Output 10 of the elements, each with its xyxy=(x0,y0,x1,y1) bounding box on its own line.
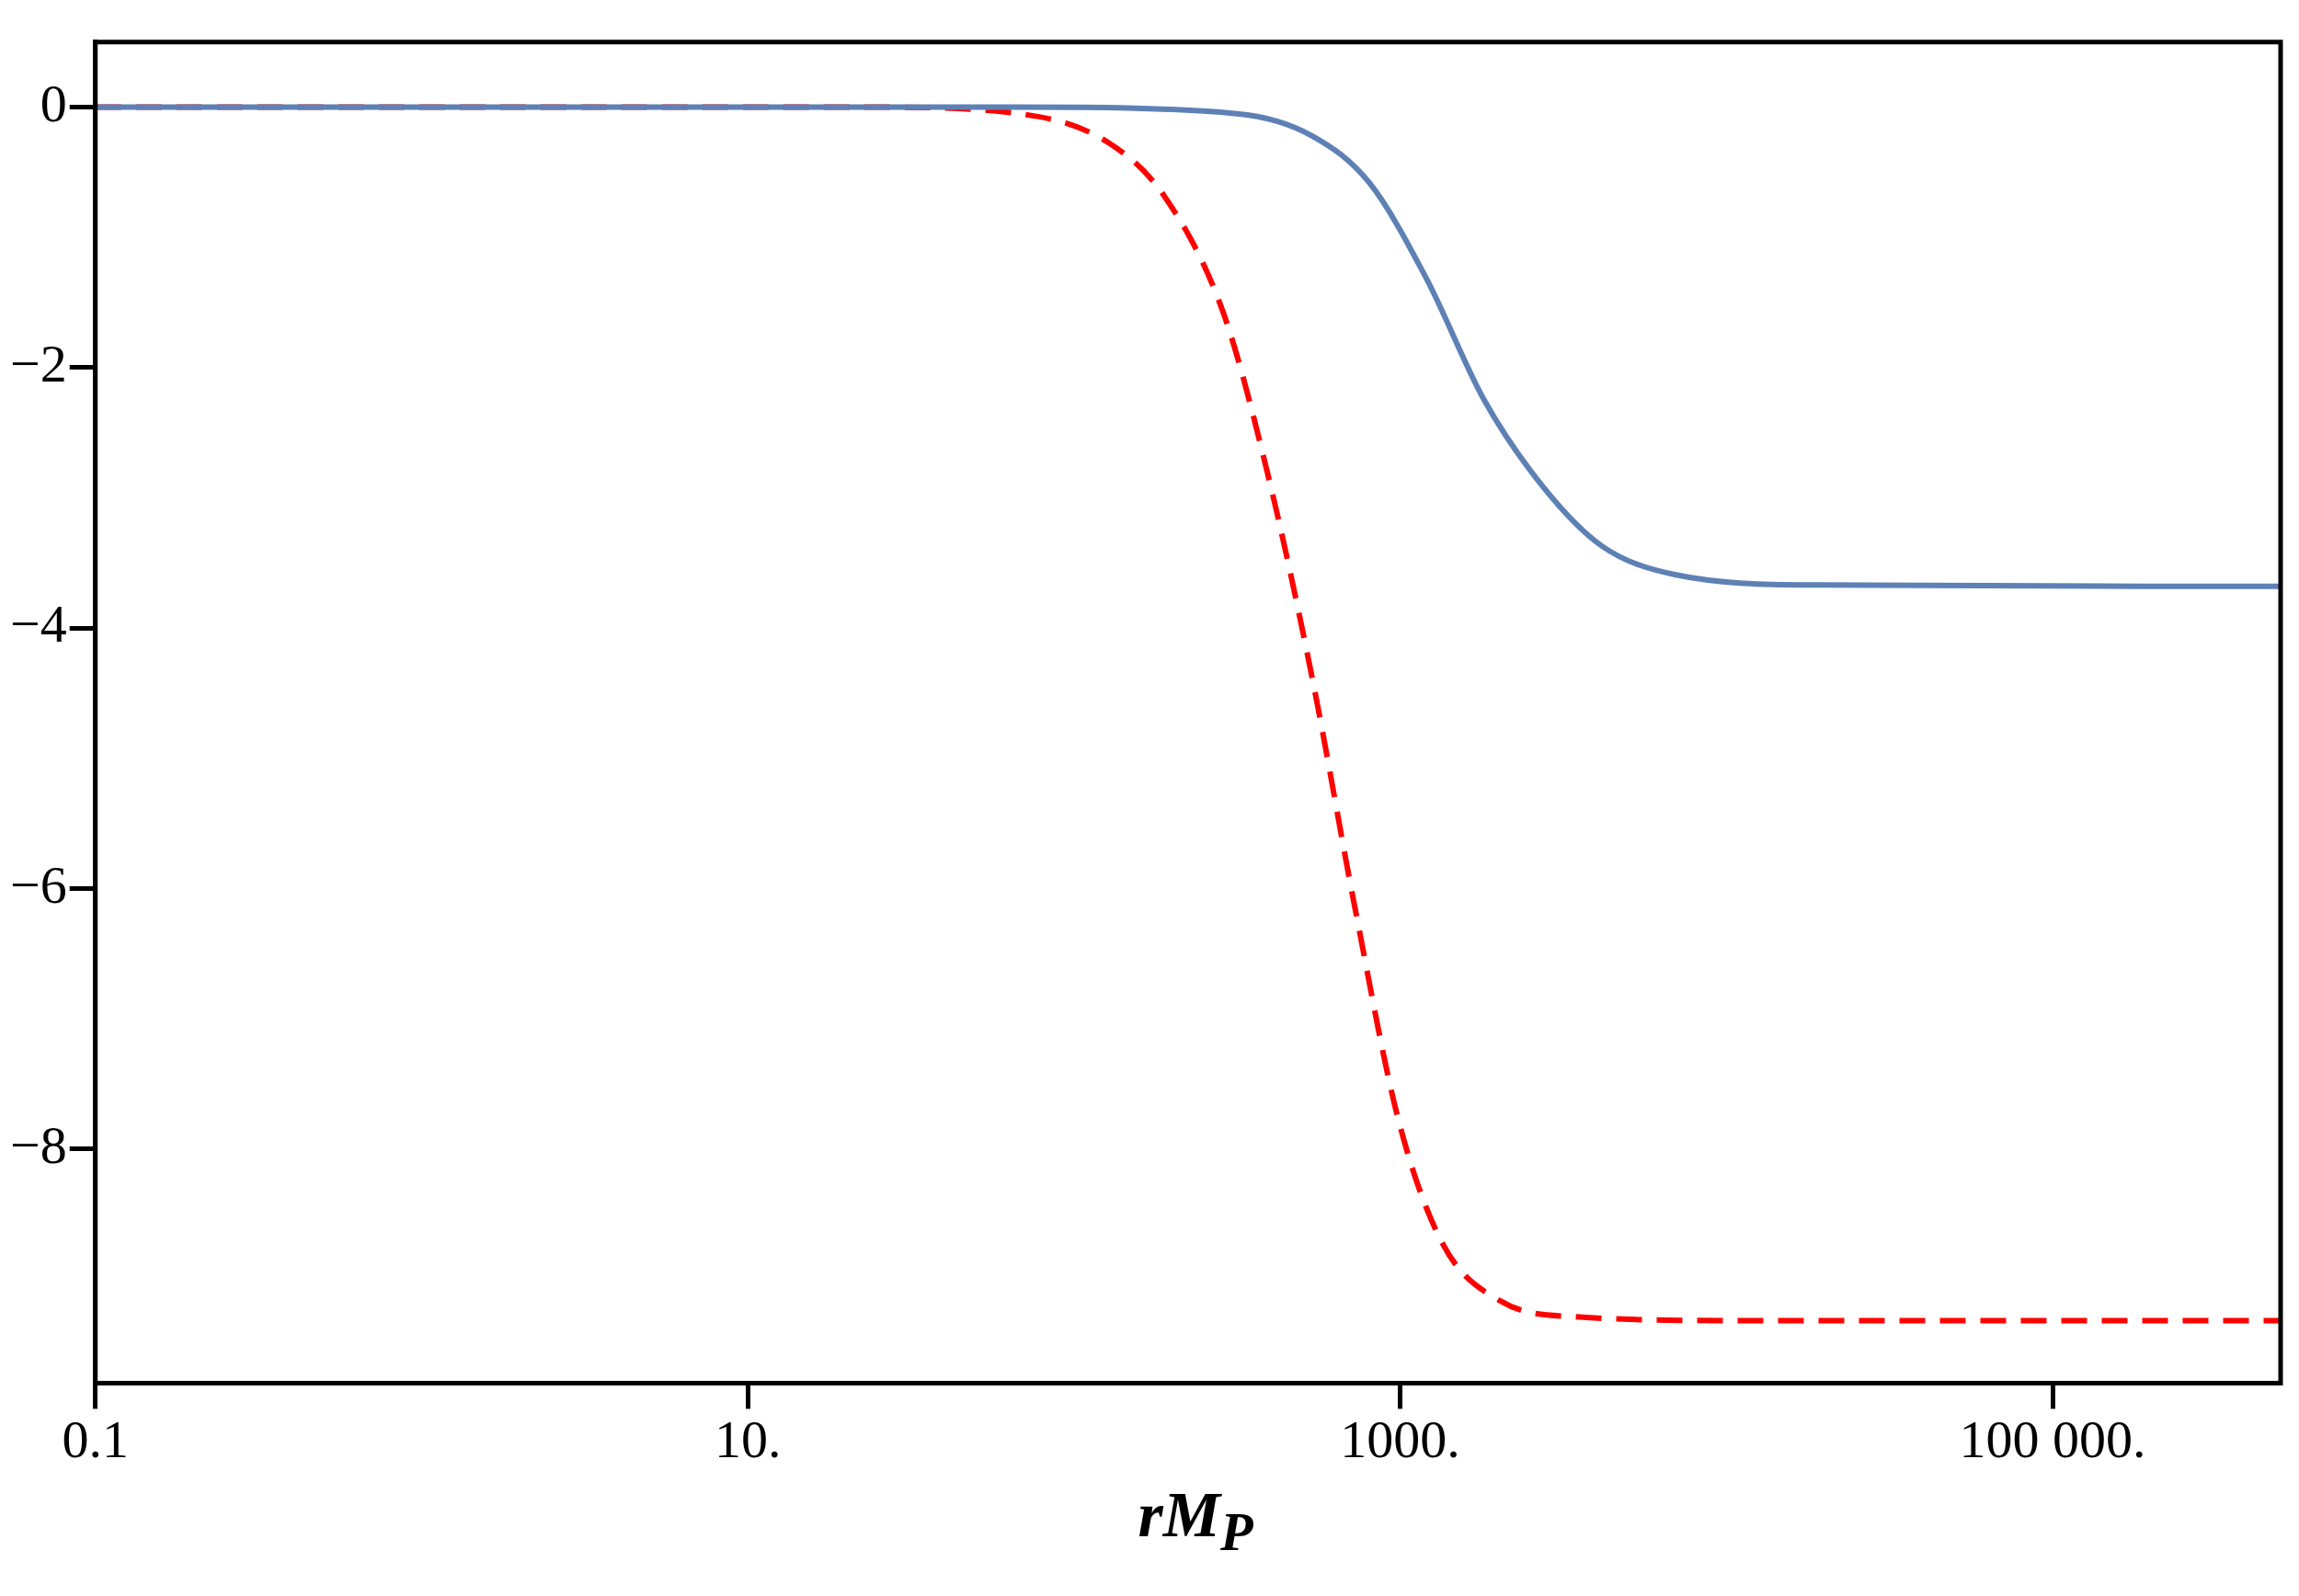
y-tick-label: −2 xyxy=(9,334,67,394)
x-tick-label: 10. xyxy=(714,1409,782,1470)
x-tick-label: 100 000. xyxy=(1959,1409,2146,1470)
y-tick-label: 0 xyxy=(40,73,67,133)
y-tick-label: −6 xyxy=(9,854,67,915)
x-axis-title: rM$_{P}$ xyxy=(1137,1478,1254,1563)
y-tick-label: −4 xyxy=(9,594,67,655)
x-tick-label: 1000. xyxy=(1340,1409,1460,1470)
y-tick-label: −8 xyxy=(9,1114,67,1175)
x-tick-label: 0.1 xyxy=(62,1409,129,1470)
